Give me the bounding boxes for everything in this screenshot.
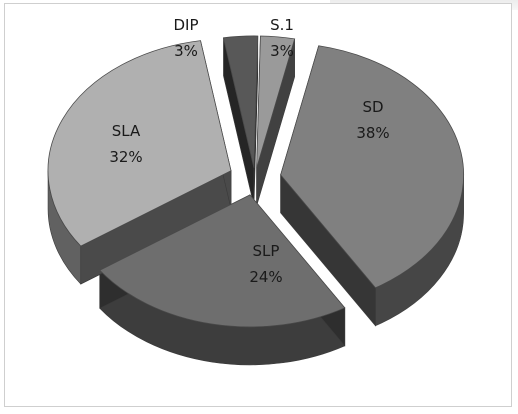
pie-slice-dip: [222, 35, 259, 169]
pie-top-layer: [47, 35, 465, 328]
slice-value-label-s-1: 3%: [270, 42, 294, 60]
slice-value-label-dip: 3%: [174, 42, 198, 60]
pie-slice-sd: [280, 45, 465, 289]
pie-slice-slp: [99, 194, 346, 328]
pie-slice-sla: [47, 40, 232, 247]
slice-value-label-sd: 38%: [356, 124, 389, 142]
slice-label-sd: SD: [362, 98, 383, 116]
pie-label-layer: SD 38% SLP 24% SLA 32% DIP 3% S.1 3%: [109, 16, 389, 286]
pie-slice-s-1: [256, 35, 296, 169]
slice-label-dip: DIP: [173, 16, 198, 34]
slice-label-slp: SLP: [253, 242, 280, 260]
slice-label-s-1: S.1: [270, 16, 294, 34]
slice-value-label-slp: 24%: [249, 268, 282, 286]
slice-label-sla: SLA: [112, 122, 141, 140]
slice-value-label-sla: 32%: [109, 148, 142, 166]
